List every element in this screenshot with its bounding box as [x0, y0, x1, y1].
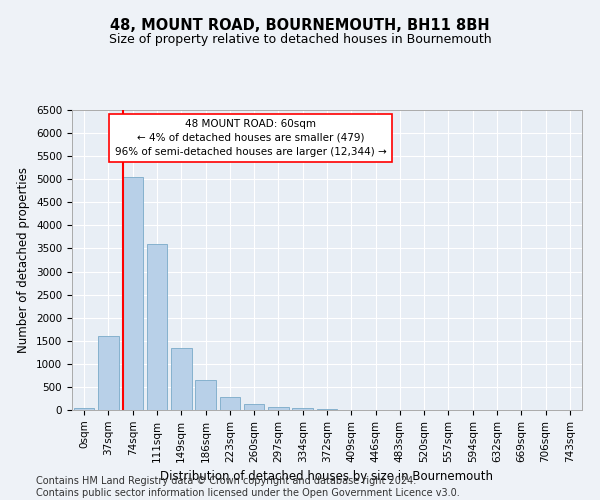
Bar — [171, 348, 191, 410]
Bar — [268, 406, 289, 410]
Bar — [220, 398, 240, 410]
Bar — [122, 177, 143, 410]
Text: 48, MOUNT ROAD, BOURNEMOUTH, BH11 8BH: 48, MOUNT ROAD, BOURNEMOUTH, BH11 8BH — [110, 18, 490, 32]
Text: Size of property relative to detached houses in Bournemouth: Size of property relative to detached ho… — [109, 32, 491, 46]
Bar — [74, 408, 94, 410]
Bar — [244, 404, 265, 410]
Bar — [317, 408, 337, 410]
Bar — [195, 380, 216, 410]
Bar — [146, 244, 167, 410]
Text: 48 MOUNT ROAD: 60sqm
← 4% of detached houses are smaller (479)
96% of semi-detac: 48 MOUNT ROAD: 60sqm ← 4% of detached ho… — [115, 119, 386, 157]
Text: Contains HM Land Registry data © Crown copyright and database right 2024.
Contai: Contains HM Land Registry data © Crown c… — [36, 476, 460, 498]
Bar — [98, 336, 119, 410]
X-axis label: Distribution of detached houses by size in Bournemouth: Distribution of detached houses by size … — [161, 470, 493, 483]
Y-axis label: Number of detached properties: Number of detached properties — [17, 167, 31, 353]
Bar — [292, 408, 313, 410]
